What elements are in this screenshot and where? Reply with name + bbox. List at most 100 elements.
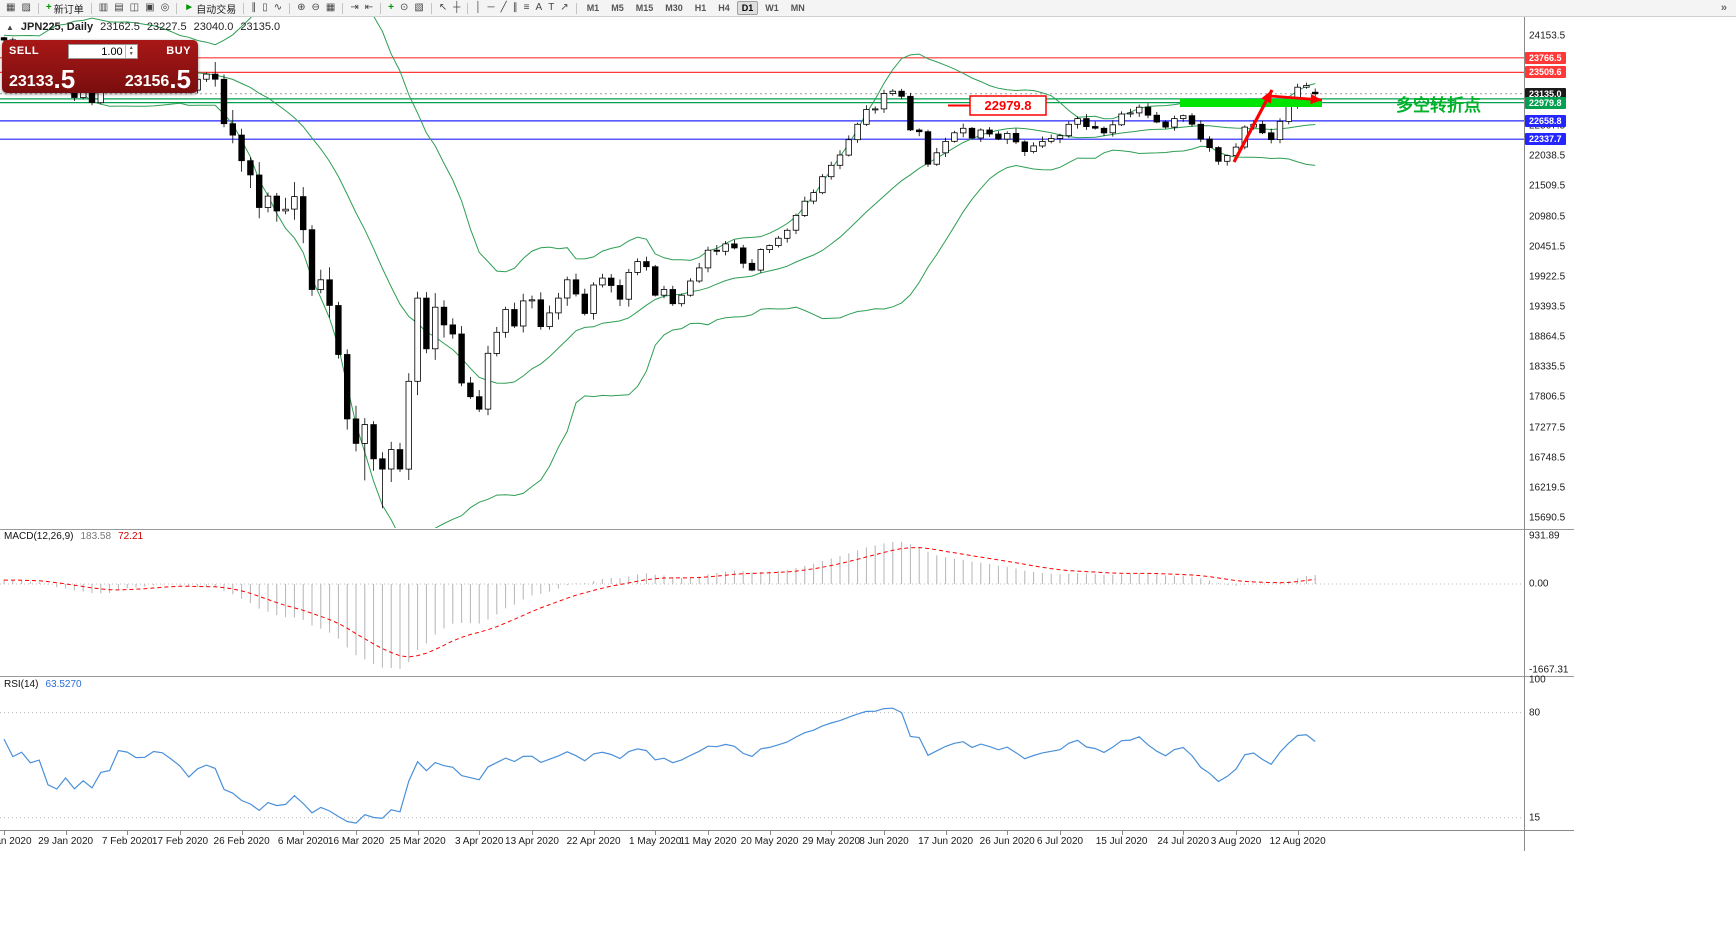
timeframe-h4-button[interactable]: H4 — [713, 1, 735, 15]
auto-scroll-button[interactable]: ⇥ — [347, 1, 361, 16]
price-tick: 22038.5 — [1529, 150, 1566, 162]
date-tick-label: 29 May 2020 — [802, 836, 861, 847]
date-tick-label: 6 Jul 2020 — [1036, 836, 1084, 847]
date-tick-label: 16 Mar 2020 — [327, 836, 385, 847]
macd-main-value: 183.58 — [80, 531, 112, 542]
volume-up-button[interactable]: ▲ — [128, 44, 134, 51]
price-tick: 18864.5 — [1529, 331, 1566, 343]
equidistant-channel-button[interactable]: ∥ — [510, 1, 521, 16]
new-order-button[interactable]: + 新订单 — [43, 1, 87, 16]
profiles-icon: ▨ — [21, 2, 31, 13]
autotrading-button[interactable]: ► 自动交易 — [181, 1, 239, 16]
zoom-in-button[interactable]: ⊕ — [294, 1, 308, 16]
timeframe-mn-button[interactable]: MN — [786, 1, 810, 15]
timeframe-m15-button[interactable]: M15 — [631, 1, 659, 15]
horizontal-line-button[interactable]: ─ — [485, 1, 498, 16]
bar-chart-icon: ∥ — [251, 2, 257, 13]
zoom-out-button[interactable]: ⊖ — [309, 1, 323, 16]
buy-button[interactable]: 23156.5 — [125, 66, 191, 92]
strategy-tester-button[interactable]: ◎ — [158, 1, 173, 16]
price-line-badge: 23509.6 — [1525, 66, 1566, 79]
line-chart-icon: ∿ — [273, 2, 283, 13]
sell-price-big: .5 — [53, 64, 76, 94]
tile-windows-button[interactable]: ▦ — [323, 1, 338, 16]
data-window-button[interactable]: ▤ — [111, 1, 126, 16]
text-button[interactable]: A — [533, 1, 546, 16]
navigator-button[interactable]: ◫ — [127, 1, 142, 16]
toolbar-separator — [243, 2, 245, 14]
toolbar-overflow-button[interactable]: » — [1715, 1, 1733, 15]
timeframe-w1-button[interactable]: W1 — [760, 1, 784, 15]
rsi-panel[interactable] — [0, 677, 1524, 829]
bar-chart-button[interactable]: ∥ — [248, 1, 259, 16]
symbol-period-label: JPN225, Daily — [20, 21, 94, 33]
chart-shift-button[interactable]: ⇤ — [362, 1, 376, 16]
panel-separator[interactable] — [0, 676, 1574, 677]
terminal-button[interactable]: ▣ — [142, 1, 157, 16]
timeframe-h1-button[interactable]: H1 — [690, 1, 712, 15]
macd-tick: 931.89 — [1529, 530, 1560, 542]
date-tick — [884, 830, 885, 835]
timeframe-group: M1 M5 M15 M30 H1 H4 D1 W1 MN — [581, 1, 811, 16]
timeframe-m5-button[interactable]: M5 — [606, 1, 629, 15]
macd-name: MACD(12,26,9) — [4, 531, 74, 542]
new-order-icon: + — [45, 2, 52, 13]
text-label-icon: T — [548, 2, 555, 13]
periods-button[interactable]: ⊙ — [397, 1, 411, 16]
timeframe-d1-button[interactable]: D1 — [736, 1, 759, 15]
new-chart-icon: ▦ — [6, 2, 16, 13]
toolbar-separator — [430, 2, 432, 14]
templates-button[interactable]: ▧ — [411, 1, 426, 16]
autotrading-icon: ► — [184, 2, 195, 13]
date-tick — [1236, 830, 1237, 835]
profiles-button[interactable]: ▨ — [18, 1, 33, 16]
volume-input[interactable]: 1.00 ▲ ▼ — [67, 43, 138, 59]
date-tick — [241, 830, 243, 835]
cursor-button[interactable]: ↖ — [436, 1, 450, 16]
timeframe-m1-button[interactable]: M1 — [582, 1, 605, 15]
chart-info-line: ▲ JPN225, Daily 23162.5 23227.5 23040.0 … — [6, 21, 280, 33]
date-tick-label: 12 Aug 2020 — [1269, 836, 1326, 847]
arrow-tools-button[interactable]: ↗ — [557, 1, 571, 16]
one-click-collapse-icon[interactable]: ▲ — [6, 22, 14, 32]
crosshair-icon: ┼ — [453, 2, 461, 13]
macd-panel[interactable] — [0, 530, 1524, 674]
date-tick — [356, 830, 357, 835]
periods-icon: ⊙ — [399, 2, 409, 13]
rsi-name: RSI(14) — [4, 679, 39, 690]
indicators-icon: + — [388, 2, 394, 13]
text-label-button[interactable]: T — [545, 1, 557, 16]
new-order-label: 新订单 — [53, 4, 84, 16]
crosshair-button[interactable]: ┼ — [450, 1, 463, 16]
horizontal-line-icon: ─ — [487, 2, 495, 13]
sell-button[interactable]: 23133.5 — [9, 64, 76, 94]
macd-signal-value: 72.21 — [118, 531, 144, 542]
panel-separator[interactable] — [0, 529, 1574, 530]
market-watch-button[interactable]: ▥ — [96, 1, 111, 16]
toolbar-separator — [380, 2, 382, 14]
high-value: 23227.5 — [146, 21, 187, 33]
macd-tick: -1667.31 — [1529, 664, 1569, 676]
sell-label: SELL — [9, 45, 40, 57]
volume-down-button[interactable]: ▼ — [128, 50, 134, 57]
volume-stepper: ▲ ▼ — [124, 44, 137, 58]
candlestick-chart-button[interactable]: ▯ — [259, 1, 271, 16]
volume-value[interactable]: 1.00 — [101, 45, 123, 58]
date-tick-label: 29 Jan 2020 — [38, 836, 94, 847]
toolbar-separator — [342, 2, 344, 14]
timeframe-m30-button[interactable]: M30 — [660, 1, 688, 15]
fibonacci-button[interactable]: ≡ — [521, 1, 533, 16]
chart-shift-icon: ⇤ — [364, 2, 374, 13]
line-chart-button[interactable]: ∿ — [271, 1, 285, 16]
date-tick-label: 3 Apr 2020 — [455, 836, 504, 847]
trendline-button[interactable]: ╱ — [498, 1, 510, 16]
date-tick — [945, 830, 947, 835]
price-axis-border — [1524, 17, 1525, 851]
main-chart[interactable]: 22979.8 多空转折点 — [0, 16, 1524, 528]
price-tick: 18335.5 — [1529, 361, 1566, 373]
date-tick — [769, 830, 771, 835]
rsi-value: 63.5270 — [45, 679, 82, 690]
vertical-line-button[interactable]: │ — [472, 1, 484, 16]
indicators-button[interactable]: + — [385, 1, 397, 16]
new-chart-button[interactable]: ▦ — [3, 1, 18, 16]
